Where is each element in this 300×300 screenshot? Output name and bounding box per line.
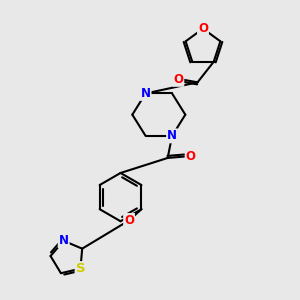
Text: O: O xyxy=(173,73,183,86)
Text: O: O xyxy=(186,150,196,163)
Text: S: S xyxy=(76,262,85,275)
Text: O: O xyxy=(198,22,208,35)
Text: O: O xyxy=(124,214,134,227)
Text: N: N xyxy=(59,234,69,247)
Text: N: N xyxy=(141,87,151,100)
Text: N: N xyxy=(167,129,177,142)
